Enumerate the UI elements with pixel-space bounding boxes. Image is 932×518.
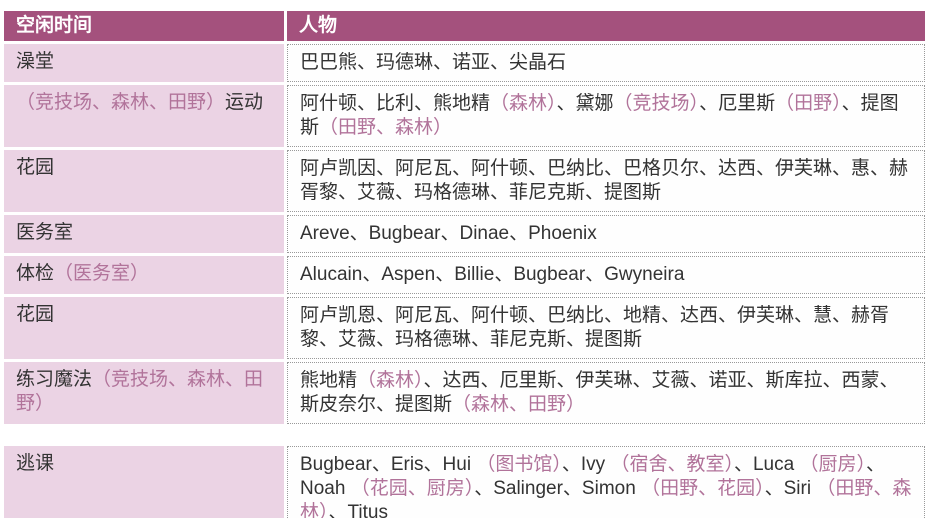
name-text: Bugbear、Eris、Hui [300, 454, 477, 475]
table-row: 练习魔法（竞技场、森林、田野） 熊地精（森林）、达西、厄里斯、伊芙琳、艾薇、诺亚、… [4, 362, 925, 424]
location-note-text: （田野、森林） [319, 117, 453, 138]
name-text: 练习魔法 [16, 369, 93, 390]
location-note-text: （田野、花园） [641, 478, 765, 499]
location-note-text: （田野、森林） [300, 478, 912, 518]
people-cell: Bugbear、Eris、Hui （图书馆）、Ivy （宿舍、教室）、Luca … [287, 446, 925, 518]
location-note-text: （森林、田野） [452, 394, 586, 415]
name-text: 、Luca [733, 454, 800, 475]
name-text: 、厄里斯 [699, 93, 776, 114]
location-note-text: （宿舍、教室） [610, 454, 734, 475]
header-cell-people: 人物 [287, 11, 925, 41]
name-text: 花园 [16, 304, 55, 325]
free-time-cell: 逃课 [4, 446, 284, 518]
name-text: 、黛娜 [556, 93, 614, 114]
name-text: 阿卢凯恩、阿尼瓦、阿什顿、巴纳比、地精、达西、伊芙琳、慧、赫胥黎、艾薇、玛格德琳… [300, 305, 890, 350]
free-time-cell: 练习魔法（竞技场、森林、田野） [4, 362, 284, 424]
people-cell: 阿卢凯恩、阿尼瓦、阿什顿、巴纳比、地精、达西、伊芙琳、慧、赫胥黎、艾薇、玛格德琳… [287, 297, 925, 359]
name-text: 花园 [16, 157, 55, 178]
name-text: 逃课 [16, 453, 55, 474]
name-text: 、Noah [300, 454, 885, 499]
free-time-cell: 花园 [4, 297, 284, 359]
name-text: 澡堂 [16, 51, 55, 72]
name-text: Areve、Bugbear、Dinae、Phoenix [300, 223, 597, 244]
free-time-cell: 医务室 [4, 215, 284, 253]
people-cell: 熊地精（森林）、达西、厄里斯、伊芙琳、艾薇、诺亚、斯库拉、西蒙、斯皮奈尔、提图斯… [287, 362, 925, 424]
location-note-text: （森林） [357, 370, 424, 391]
name-text: Alucain、Aspen、Billie、Bugbear、Gwyneira [300, 264, 685, 285]
name-text: 、提图斯 [300, 93, 899, 138]
name-text: 运动 [225, 92, 264, 113]
free-time-cell: 澡堂 [4, 44, 284, 82]
location-note-text: （图书馆） [476, 454, 562, 475]
header-cell-free-time: 空闲时间 [4, 11, 284, 41]
people-cell: Areve、Bugbear、Dinae、Phoenix [287, 215, 925, 253]
table-row: 医务室 Areve、Bugbear、Dinae、Phoenix [4, 215, 925, 253]
people-cell: Alucain、Aspen、Billie、Bugbear、Gwyneira [287, 256, 925, 294]
name-text: 、Ivy [561, 454, 611, 475]
name-text: 、达西、厄里斯、伊芙琳、艾薇、诺亚、斯库拉、西蒙、斯皮奈尔、提图斯 [300, 370, 899, 415]
table-row: 花园 阿卢凯恩、阿尼瓦、阿什顿、巴纳比、地精、达西、伊芙琳、慧、赫胥黎、艾薇、玛格… [4, 297, 925, 359]
table-row: 澡堂 巴巴熊、玛德琳、诺亚、尖晶石 [4, 44, 925, 82]
table-header-row: 空闲时间 人物 [4, 11, 925, 41]
table-row: （竞技场、森林、田野）运动 阿什顿、比利、熊地精（森林）、黛娜（竞技场）、厄里斯（… [4, 85, 925, 147]
free-time-cell: 体检（医务室） [4, 256, 284, 294]
name-text: 、Salinger、Simon [474, 478, 642, 499]
table-row: 逃课 Bugbear、Eris、Hui （图书馆）、Ivy （宿舍、教室）、Luc… [4, 446, 925, 518]
free-time-cell: 花园 [4, 150, 284, 212]
people-cell: 巴巴熊、玛德琳、诺亚、尖晶石 [287, 44, 925, 82]
table-body: 澡堂 巴巴熊、玛德琳、诺亚、尖晶石 （竞技场、森林、田野）运动 阿什顿、比利、熊地精（… [4, 44, 925, 518]
people-cell: 阿卢凯因、阿尼瓦、阿什顿、巴纳比、巴格贝尔、达西、伊芙琳、惠、赫胥黎、艾薇、玛格… [287, 150, 925, 212]
location-note-text: （厨房） [799, 454, 866, 475]
location-note-text: （田野） [775, 93, 842, 114]
name-text: 巴巴熊、玛德琳、诺亚、尖晶石 [300, 52, 567, 73]
name-text: 医务室 [16, 222, 74, 243]
location-note-text: （花园、厨房） [350, 478, 475, 499]
location-note-text: （森林） [490, 93, 557, 114]
free-time-cell: （竞技场、森林、田野）运动 [4, 85, 284, 147]
name-text: 体检 [16, 263, 55, 284]
people-cell: 阿什顿、比利、熊地精（森林）、黛娜（竞技场）、厄里斯（田野）、提图斯（田野、森林… [287, 85, 925, 147]
table-row: 花园 阿卢凯因、阿尼瓦、阿什顿、巴纳比、巴格贝尔、达西、伊芙琳、惠、赫胥黎、艾薇、… [4, 150, 925, 212]
location-note-text: （竞技场） [613, 93, 700, 114]
name-text: 、Titus [328, 502, 388, 518]
name-text: 、Siri [764, 478, 817, 499]
name-text: 熊地精 [300, 370, 358, 391]
location-note-text: （竞技场、森林、田野） [16, 369, 264, 414]
name-text: 阿什顿、比利、熊地精 [300, 93, 491, 114]
location-note-text: （医务室） [54, 263, 150, 284]
table-row: 体检（医务室） Alucain、Aspen、Billie、Bugbear、Gwyn… [4, 256, 925, 294]
name-text: 阿卢凯因、阿尼瓦、阿什顿、巴纳比、巴格贝尔、达西、伊芙琳、惠、赫胥黎、艾薇、玛格… [300, 158, 909, 203]
location-note-text: （竞技场、森林、田野） [16, 92, 226, 113]
